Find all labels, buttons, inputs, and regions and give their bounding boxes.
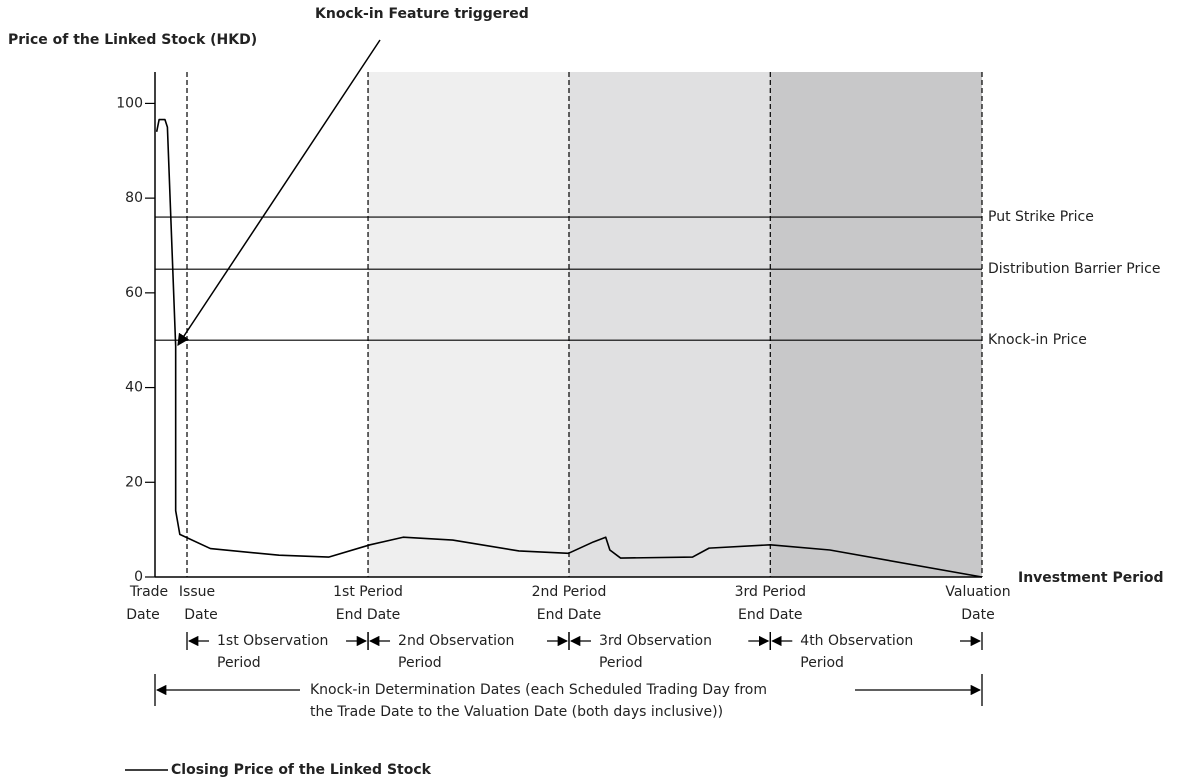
date-label: Issue (179, 584, 215, 600)
price-line (155, 118, 983, 578)
level-label: Distribution Barrier Price (988, 261, 1160, 277)
date-label: Valuation (945, 584, 1010, 600)
date-label: Trade (129, 584, 168, 600)
date-label: Date (961, 607, 994, 623)
date-label: 2nd Period (532, 584, 607, 600)
period-label: Period (217, 655, 261, 671)
y-tick-label: 100 (116, 95, 143, 111)
y-tick-label: 60 (125, 285, 143, 301)
level-label: Knock-in Price (988, 332, 1087, 348)
period-label: 2nd Observation (398, 633, 514, 649)
det-label: the Trade Date to the Valuation Date (bo… (310, 704, 723, 720)
y-tick-label: 80 (125, 190, 143, 206)
period-label: 1st Observation (217, 633, 328, 649)
level-label: Put Strike Price (988, 209, 1094, 225)
period-label: 4th Observation (800, 633, 913, 649)
shaded-period (568, 72, 771, 577)
period-label: Period (599, 655, 643, 671)
period-label: Period (398, 655, 442, 671)
annotation-arrow (177, 39, 381, 347)
date-label: Date (184, 607, 217, 623)
period-label: Period (800, 655, 844, 671)
x-axis-label: Investment Period (1018, 570, 1164, 586)
date-label: 3rd Period (735, 584, 806, 600)
date-label: End Date (738, 607, 803, 623)
legend-label: Closing Price of the Linked Stock (171, 762, 432, 778)
y-tick-label: 20 (125, 474, 143, 490)
shaded-period (368, 72, 569, 577)
date-label: 1st Period (333, 584, 403, 600)
y-tick-label: 40 (125, 380, 143, 396)
y-tick-label: 0 (134, 569, 143, 585)
det-label: Knock-in Determination Dates (each Sched… (310, 682, 767, 698)
shaded-period (770, 72, 982, 577)
period-label: 3rd Observation (599, 633, 712, 649)
date-label: Date (126, 607, 159, 623)
annotation: Knock-in Feature triggered (315, 6, 529, 22)
date-label: End Date (537, 607, 602, 623)
date-label: End Date (336, 607, 401, 623)
y-axis-label: Price of the Linked Stock (HKD) (8, 32, 257, 48)
